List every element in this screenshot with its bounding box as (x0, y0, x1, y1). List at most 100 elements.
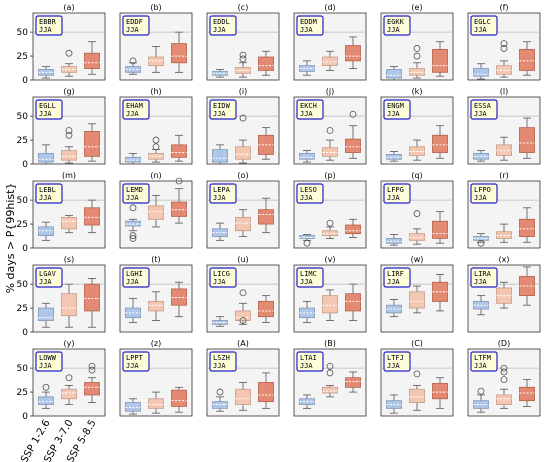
panel-letter: (d) (324, 3, 335, 12)
outlier-point (175, 177, 183, 185)
box-ssp126 (386, 151, 402, 162)
box-ssp370 (61, 127, 77, 164)
box-ssp126 (386, 394, 402, 414)
box-iqr (496, 394, 512, 405)
panel-letter: (g) (63, 87, 74, 96)
box-ssp126 (212, 388, 228, 412)
season-code: JJA (300, 26, 313, 34)
season-code: JJA (126, 278, 139, 286)
box-ssp370 (322, 289, 338, 321)
station-code: EIDW (213, 102, 231, 110)
outlier-point (152, 143, 160, 151)
box-ssp370 (322, 362, 338, 398)
station-code: ENGM (387, 102, 404, 110)
panel-letter: (l) (500, 87, 508, 96)
outlier-point (500, 40, 508, 48)
y-tick-label: 50 (17, 196, 29, 206)
station-code: EDDL (213, 18, 230, 26)
station-code: LPPT (126, 354, 144, 362)
season-code: JJA (300, 110, 313, 118)
y-tick-label: 0 (22, 328, 28, 338)
station-label-box (470, 183, 498, 204)
box-ssp370 (235, 382, 251, 411)
season-code: JJA (126, 194, 139, 202)
box-ssp370 (409, 370, 425, 411)
box-ssp585 (258, 295, 274, 323)
box-ssp370 (496, 281, 512, 309)
station-label-box (122, 15, 150, 36)
box-iqr (432, 48, 448, 73)
station-code: LTFM (474, 354, 491, 362)
outlier-point (413, 370, 421, 378)
box-ssp126 (386, 299, 402, 318)
station-label-box (470, 351, 498, 372)
y-tick-label: 50 (17, 112, 29, 122)
season-code: JJA (387, 110, 400, 118)
outlier-point (42, 383, 50, 391)
box-ssp585 (432, 377, 448, 409)
box-iqr (322, 295, 338, 314)
station-label-box (296, 351, 324, 372)
station-code: LGAV (39, 270, 57, 278)
panel-letter: (k) (412, 87, 423, 96)
outlier-point (152, 136, 160, 144)
outlier-point (88, 366, 96, 374)
station-code: LEPA (213, 186, 231, 194)
box-iqr (84, 52, 100, 69)
season-code: JJA (39, 362, 52, 370)
season-code: JJA (213, 26, 226, 34)
box-ssp126 (299, 234, 315, 247)
season-code: JJA (387, 362, 400, 370)
season-code: JJA (300, 194, 313, 202)
season-code: JJA (213, 194, 226, 202)
outlier-point (477, 239, 485, 247)
box-ssp585 (519, 379, 535, 407)
panel-letter: (B) (324, 339, 336, 348)
box-iqr (409, 291, 425, 309)
panel-letter: (r) (499, 171, 509, 180)
box-iqr (61, 293, 77, 317)
box-ssp370 (409, 139, 425, 161)
box-ssp370 (235, 51, 251, 78)
box-iqr (258, 300, 274, 318)
box-iqr (432, 220, 448, 239)
station-label-box (383, 15, 411, 36)
season-code: JJA (126, 362, 139, 370)
box-iqr (409, 388, 425, 404)
y-tick-label: 50 (17, 364, 29, 374)
box-iqr (473, 68, 489, 77)
box-iqr (235, 310, 251, 321)
box-ssp370 (496, 364, 512, 409)
box-ssp126 (473, 387, 489, 413)
panel-letter: (b) (150, 3, 161, 12)
box-ssp585 (432, 41, 448, 77)
season-code: JJA (474, 194, 487, 202)
box-ssp126 (212, 69, 228, 78)
box-ssp126 (212, 316, 228, 327)
box-ssp370 (409, 285, 425, 314)
box-ssp126 (125, 398, 141, 415)
outlier-point (326, 127, 334, 134)
box-ssp370 (322, 127, 338, 161)
outlier-point (65, 131, 73, 139)
station-code: LOWW (39, 354, 57, 362)
outlier-point (413, 45, 421, 52)
box-ssp126 (212, 222, 228, 241)
station-label-box (209, 183, 237, 204)
